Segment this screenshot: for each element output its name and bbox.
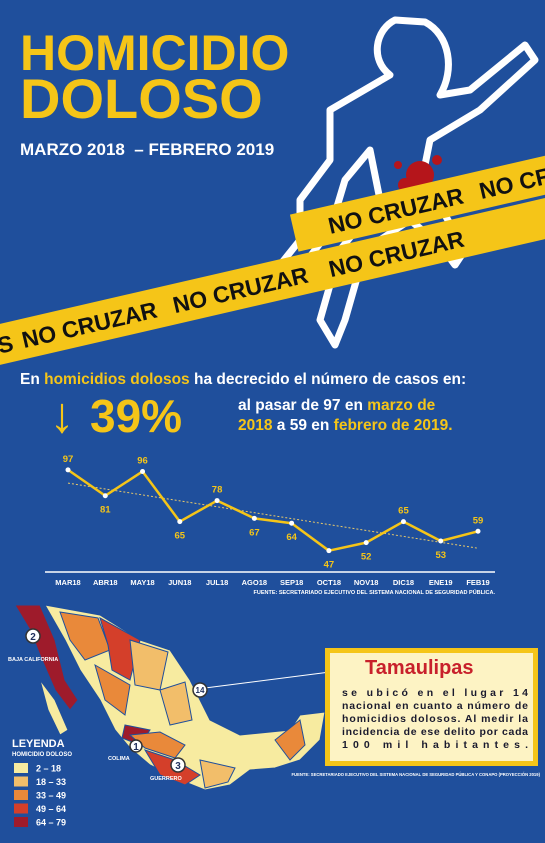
- x-tick-label: OCT18: [317, 578, 341, 587]
- data-point: [438, 538, 444, 544]
- source: FUENTE: SECRETARIADO EJECUTIVO DEL SISTE…: [253, 589, 495, 596]
- data-label: 65: [175, 531, 186, 542]
- data-label: 81: [100, 505, 111, 516]
- title: DOLOSO: [20, 67, 263, 130]
- data-label: 97: [63, 454, 74, 465]
- callout-inner: [330, 653, 533, 761]
- data-line: [67, 468, 479, 552]
- data-label: 65: [398, 506, 409, 517]
- marker-label: 1: [133, 742, 139, 753]
- x-tick-label: JUL18: [206, 578, 229, 587]
- callout-line: homicidios dolosos. Al medir la: [342, 713, 528, 725]
- arrow: ↓: [50, 387, 75, 443]
- data-point: [102, 493, 108, 499]
- data-point: [475, 528, 481, 534]
- data-point: [177, 519, 183, 525]
- legend-label: 18 – 33: [36, 777, 66, 787]
- legend-swatch: [14, 763, 28, 773]
- legend-label: 2 – 18: [36, 764, 61, 774]
- x-tick-label: NOV18: [354, 578, 379, 587]
- data-point: [251, 515, 257, 521]
- x-tick-label: MAR18: [55, 578, 80, 587]
- x-tick-label: FEB19: [466, 578, 489, 587]
- callout-leader: [204, 671, 331, 689]
- summary-line: 2018 a 59 en febrero de 2019.: [238, 417, 453, 434]
- legend-swatch: [14, 776, 28, 787]
- period: MARZO 2018 – FEBRERO 2019: [20, 140, 274, 159]
- x-tick-label: MAY18: [130, 578, 154, 587]
- callout-title: Tamaulipas: [365, 657, 474, 679]
- x-tick-label: ENE19: [429, 578, 453, 587]
- x-tick-label: SEP18: [280, 578, 303, 587]
- summary-text: a 59 en: [272, 417, 333, 434]
- marker-label: 3: [175, 761, 181, 772]
- data-point: [400, 519, 406, 525]
- legend-swatch: [14, 803, 28, 814]
- legend: 2 – 18 18 – 33 33 – 49 49 – 64 64 – 79: [14, 763, 66, 828]
- x-tick-label: ABR18: [93, 578, 118, 587]
- data-label: 67: [249, 527, 260, 538]
- data-point: [65, 467, 71, 473]
- intro-highlight: homicidios dolosos: [44, 371, 190, 388]
- data-label: 78: [212, 485, 223, 496]
- legend-label: 64 – 79: [36, 818, 66, 828]
- intro: En homicidios dolosos ha decrecido el nú…: [20, 371, 466, 388]
- source: FUENTE: SECRETARIADO EJECUTIVO DEL SISTE…: [292, 772, 541, 777]
- intro-text: ha decrecido el número de casos en:: [190, 371, 467, 388]
- body-outline: [276, 16, 539, 349]
- summary-text: al pasar de 97 en: [238, 397, 367, 414]
- callout-line: incidencia de ese delito por cada: [342, 726, 528, 738]
- data-label: 53: [435, 550, 446, 561]
- data-label: 59: [473, 515, 484, 526]
- intro-text: En: [20, 371, 44, 388]
- legend-swatch: [14, 817, 28, 827]
- x-tick-label: JUN18: [168, 578, 191, 587]
- map-labels: BAJA CALIFORNIA COLIMA GUERRERO: [8, 657, 183, 782]
- summary-highlight: 2018: [238, 417, 273, 434]
- line-chart: MAR18 ABR18 MAY18 JUN18 JUL18 AGO18 SEP18 OCT18…: [55, 454, 489, 587]
- map-markers: 2 1 3 14: [25, 628, 208, 773]
- legend-swatch: [14, 790, 28, 800]
- legend-label: 33 – 49: [36, 791, 66, 801]
- x-tick-label: DIC18: [393, 578, 414, 587]
- data-label: 64: [286, 532, 297, 543]
- data-point: [214, 498, 220, 504]
- tape-lower: S NO CRUZAR NO CRUZAR NO CRUZAR: [0, 192, 545, 372]
- summary-highlight: febrero de 2019.: [334, 417, 453, 434]
- callout-line: nacional en cuanto a número de: [342, 700, 528, 712]
- data-point: [363, 540, 369, 546]
- x-tick-label: AGO18: [242, 578, 267, 587]
- data-label: 47: [324, 560, 335, 571]
- state-label: GUERRERO: [150, 776, 183, 782]
- data-label: 96: [137, 455, 148, 466]
- state-label: BAJA CALIFORNIA: [8, 657, 58, 663]
- title: HOMICIDIO: [20, 25, 289, 81]
- summary-line: al pasar de 97 en marzo de: [238, 397, 436, 414]
- data-label: 52: [361, 552, 372, 563]
- marker-label: 2: [30, 632, 36, 643]
- legend-label: 49 – 64: [36, 804, 66, 814]
- marker-label: 14: [196, 686, 205, 695]
- legend-subtitle: HOMICIDIO DOLOSO: [12, 752, 72, 758]
- trend-line: [67, 482, 479, 549]
- data-point: [140, 468, 146, 474]
- data-point: [326, 548, 332, 554]
- map: [14, 604, 326, 791]
- summary-highlight: marzo de: [367, 397, 435, 414]
- legend-title: LEYENDA: [12, 738, 65, 750]
- percent: 39%: [90, 390, 182, 442]
- state-label: COLIMA: [108, 756, 130, 762]
- data-point: [289, 520, 295, 526]
